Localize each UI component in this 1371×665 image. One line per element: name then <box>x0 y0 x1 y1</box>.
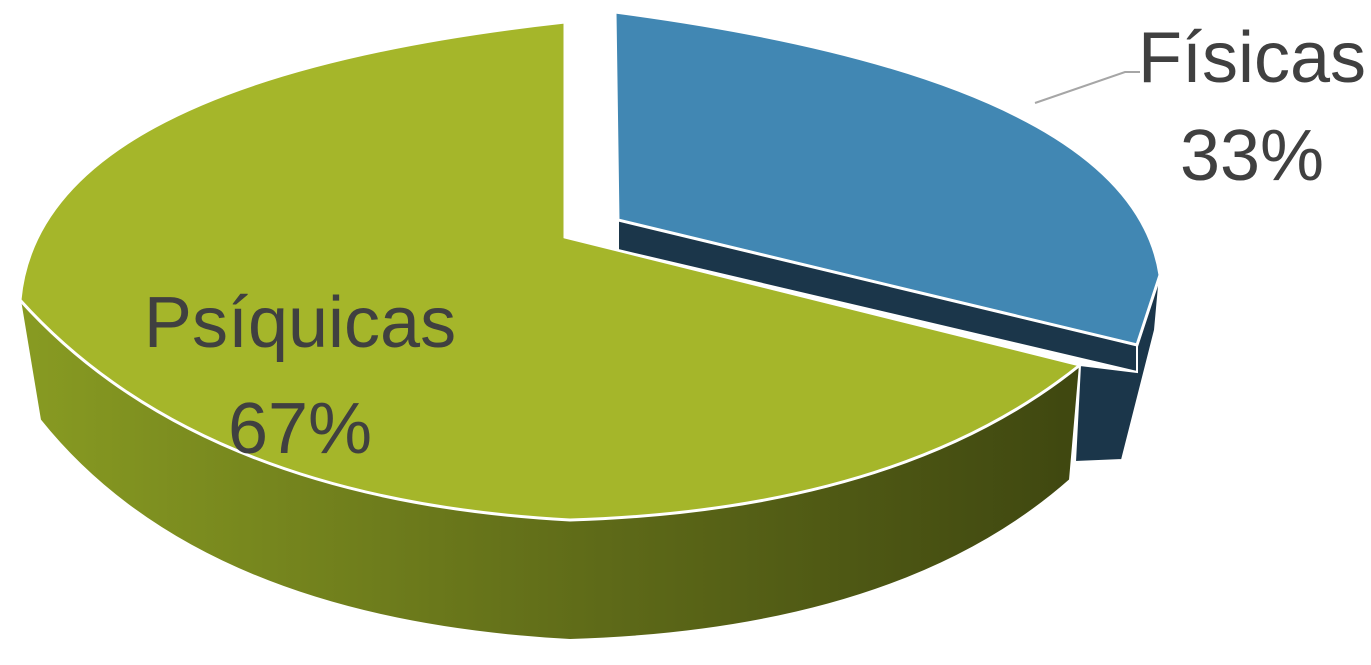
slice-fisicas-outer-side <box>1073 274 1161 464</box>
label-psiquicas-percent: 67% <box>228 389 372 469</box>
data-label-fisicas: Físicas 33% <box>1138 18 1366 196</box>
label-fisicas-name: Físicas <box>1138 18 1366 98</box>
leader-line-fisicas <box>1034 71 1140 104</box>
label-psiquicas-name: Psíquicas <box>144 283 456 363</box>
slice-psiquicas <box>18 20 1084 642</box>
slice-fisicas-top <box>613 10 1162 347</box>
data-label-psiquicas: Psíquicas 67% <box>144 283 456 469</box>
slice-fisicas <box>613 10 1162 464</box>
label-fisicas-percent: 33% <box>1180 116 1324 196</box>
slice-psiquicas-top <box>18 20 1084 522</box>
